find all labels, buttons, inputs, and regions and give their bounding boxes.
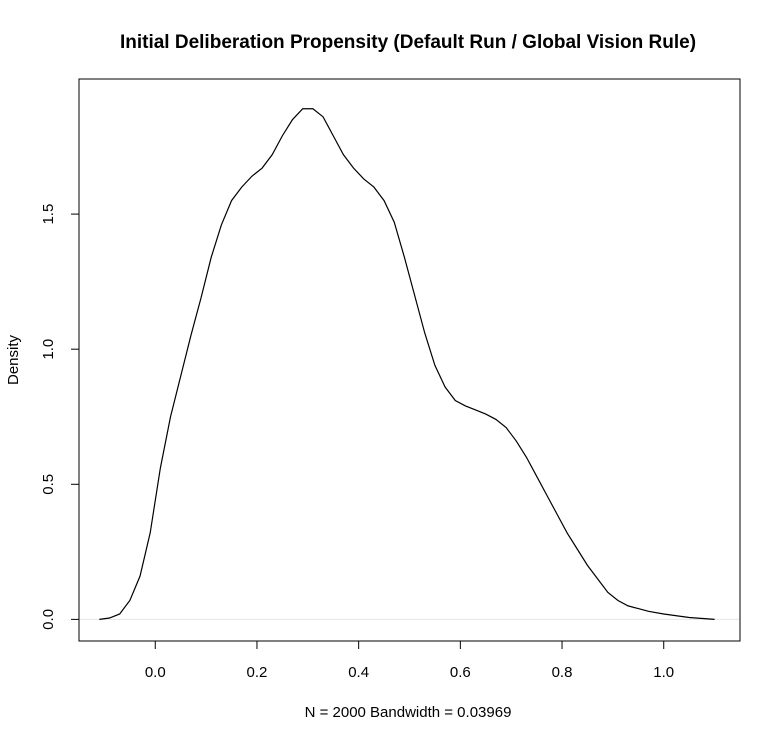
y-axis: 0.0 0.5 1.0 1.5 <box>40 204 80 630</box>
y-axis-label: Density <box>5 334 22 385</box>
plot-frame <box>78 78 741 642</box>
y-tick-label: 0.5 <box>40 474 57 495</box>
x-tick-label: 0.6 <box>450 664 471 681</box>
x-tick-label: 1.0 <box>653 664 674 681</box>
x-axis-label: N = 2000 Bandwidth = 0.03969 <box>305 704 512 721</box>
x-tick-label: 0.0 <box>145 664 166 681</box>
x-tick-label: 0.2 <box>247 664 268 681</box>
y-tick-label: 1.0 <box>40 339 57 360</box>
density-curve <box>99 108 715 620</box>
y-tick-label: 0.0 <box>40 609 57 630</box>
x-tick-label: 0.4 <box>348 664 369 681</box>
x-axis: 0.0 0.2 0.4 0.6 0.8 1.0 <box>145 640 674 681</box>
y-tick-label: 1.5 <box>40 204 57 225</box>
x-tick-label: 0.8 <box>552 664 573 681</box>
chart-title: Initial Deliberation Propensity (Default… <box>120 32 696 53</box>
